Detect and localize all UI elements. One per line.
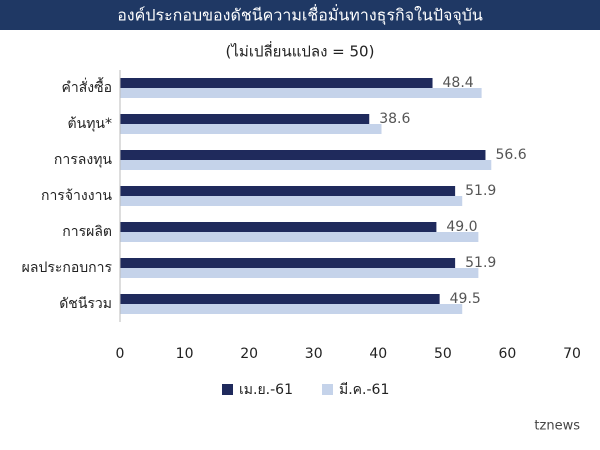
bar: [120, 114, 370, 124]
bar: [120, 222, 437, 232]
bar: [120, 258, 456, 268]
x-tick-label: 50: [434, 346, 452, 362]
x-tick-label: 60: [499, 346, 517, 362]
y-tick-label: การลงทุน: [54, 152, 113, 168]
bar: [120, 294, 440, 304]
y-tick-label: ผลประกอบการ: [22, 260, 113, 276]
value-label: 51.9: [465, 183, 496, 199]
bar: [120, 78, 433, 88]
bar: [120, 268, 479, 278]
bar: [120, 160, 492, 170]
x-tick-label: 30: [305, 346, 323, 362]
value-label: 51.9: [465, 255, 496, 271]
bar: [120, 186, 456, 196]
x-tick-label: 20: [240, 346, 258, 362]
value-label: 56.6: [495, 147, 526, 163]
value-label: 48.4: [443, 75, 474, 91]
watermark: tznews: [534, 419, 580, 434]
value-label: 49.5: [450, 291, 481, 307]
y-tick-label: ดัชนีรวม: [59, 296, 112, 312]
bar: [120, 124, 382, 134]
bar: [120, 150, 486, 160]
bar: [120, 88, 482, 98]
x-tick-label: 40: [369, 346, 387, 362]
chart-title: องค์ประกอบของดัชนีความเชื่อมั่นทางธุรกิจ…: [117, 4, 483, 26]
x-tick-label: 10: [176, 346, 194, 362]
x-tick-label: 70: [563, 346, 581, 362]
legend-swatch: [222, 384, 233, 395]
y-tick-label: ต้นทุน*: [68, 116, 112, 132]
bar: [120, 196, 463, 206]
bar: [120, 232, 479, 242]
title-banner: [0, 0, 600, 30]
legend-swatch: [322, 384, 333, 395]
y-tick-label: คำสั่งซื้อ: [61, 77, 112, 96]
y-tick-label: การจ้างงาน: [41, 188, 112, 204]
chart-subtitle: (ไม่เปลี่ยนแปลง = 50): [226, 41, 375, 61]
legend-label: เม.ย.-61: [239, 382, 293, 398]
legend-label: มี.ค.-61: [339, 382, 389, 398]
y-tick-label: การผลิต: [62, 224, 112, 240]
x-tick-label: 0: [116, 346, 125, 362]
value-label: 38.6: [379, 111, 410, 127]
bar: [120, 304, 463, 314]
value-label: 49.0: [446, 219, 477, 235]
